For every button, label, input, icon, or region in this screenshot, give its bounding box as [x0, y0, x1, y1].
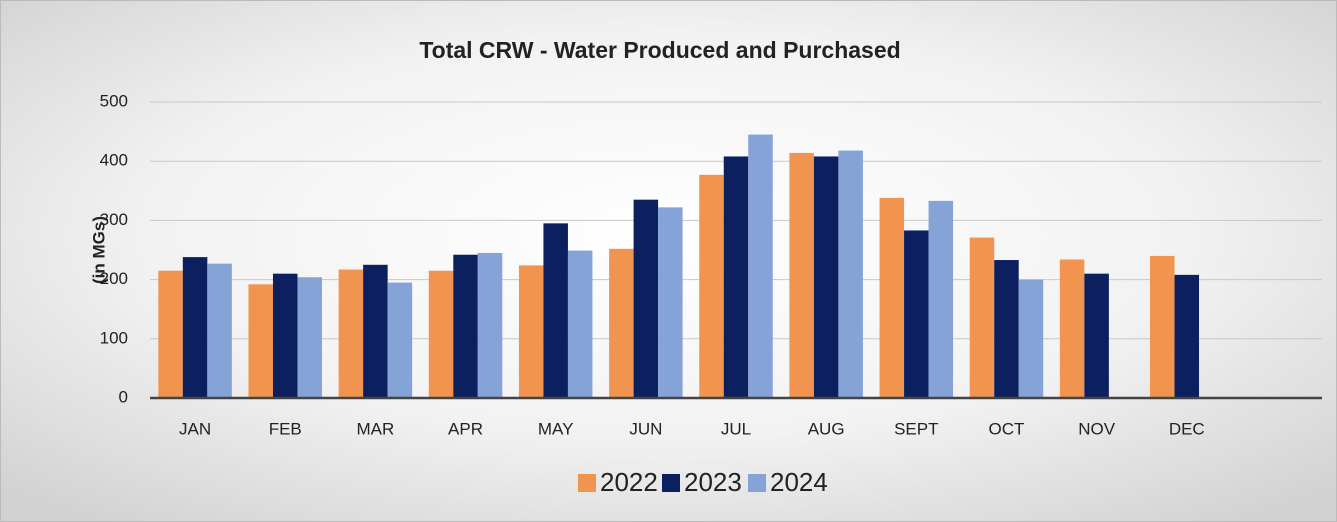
- bar: [723, 156, 749, 398]
- bar: [272, 273, 298, 398]
- bar: [1150, 255, 1175, 398]
- legend-label: 2022: [600, 467, 658, 497]
- x-tick-label: DEC: [1169, 419, 1205, 438]
- bar: [928, 200, 954, 398]
- bar: [1084, 273, 1109, 398]
- bar: [338, 269, 364, 398]
- bar: [994, 260, 1019, 398]
- bar: [838, 150, 863, 398]
- y-tick-label: 0: [119, 387, 128, 406]
- bar: [182, 257, 208, 398]
- bar: [633, 199, 659, 398]
- bar: [248, 284, 273, 398]
- bar: [207, 263, 232, 398]
- x-tick-label: JUL: [721, 419, 751, 438]
- bar: [567, 250, 593, 398]
- legend-swatch: [662, 474, 680, 492]
- bar: [879, 197, 905, 398]
- y-tick-label: 400: [100, 151, 128, 170]
- bar: [969, 237, 995, 398]
- bar: [387, 282, 413, 398]
- bar: [453, 254, 478, 398]
- x-tick-label: FEB: [269, 419, 302, 438]
- x-tick-label: MAY: [538, 419, 574, 438]
- bar: [158, 270, 183, 398]
- y-tick-label: 500: [100, 91, 128, 110]
- bar: [813, 156, 839, 398]
- x-tick-label: MAR: [356, 419, 394, 438]
- legend-label: 2023: [684, 467, 742, 497]
- legend-swatch: [748, 474, 766, 492]
- x-tick-label: AUG: [808, 419, 845, 438]
- bar: [609, 248, 634, 398]
- x-tick-label: APR: [448, 419, 483, 438]
- bar: [1174, 274, 1200, 398]
- bar: [904, 230, 929, 398]
- legend-swatch: [578, 474, 596, 492]
- bar: [518, 265, 544, 398]
- y-axis-label: (in MGs): [89, 216, 108, 284]
- bar: [1018, 279, 1044, 398]
- bar: [477, 252, 503, 398]
- x-tick-label: OCT: [989, 419, 1025, 438]
- bar: [428, 270, 454, 398]
- bar: [297, 277, 322, 398]
- y-tick-label: 300: [100, 210, 128, 229]
- y-tick-label: 100: [100, 328, 128, 347]
- x-tick-label: NOV: [1078, 419, 1116, 438]
- x-tick-label: JUN: [629, 419, 662, 438]
- bar: [699, 174, 724, 398]
- bar: [658, 207, 683, 398]
- bar: [1059, 259, 1085, 398]
- bar: [543, 223, 568, 398]
- chart-title: Total CRW - Water Produced and Purchased: [419, 37, 900, 63]
- x-tick-label: JAN: [179, 419, 211, 438]
- bar: [748, 134, 773, 398]
- y-tick-label: 200: [100, 269, 128, 288]
- legend-label: 2024: [770, 467, 828, 497]
- bar: [363, 264, 388, 398]
- bar: [789, 152, 814, 398]
- x-tick-label: SEPT: [894, 419, 938, 438]
